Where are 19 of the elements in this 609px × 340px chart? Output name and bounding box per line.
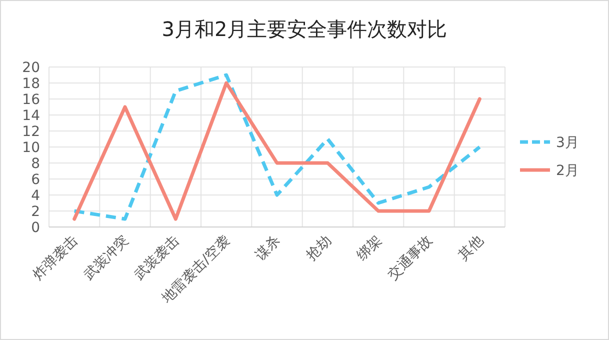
y-tick-label: 18 xyxy=(22,76,40,92)
title: 3月和2月主要安全事件次数对比 xyxy=(162,17,448,41)
x-tick-label: 武装冲突 xyxy=(80,232,132,284)
x-tick-label: 谋杀 xyxy=(252,232,284,264)
legend-label: 2月 xyxy=(556,163,579,179)
x-tick-label: 其他 xyxy=(455,232,486,264)
x-tick-label: 抢劫 xyxy=(303,232,334,264)
y-tick-label: 14 xyxy=(22,108,40,124)
y-tick-label: 20 xyxy=(22,60,40,76)
y-tick-label: 12 xyxy=(22,124,40,140)
y-tick-label: 10 xyxy=(22,140,40,156)
y-tick-label: 2 xyxy=(31,204,40,220)
x-tick-label: 绑架 xyxy=(354,232,386,264)
y-tick-label: 16 xyxy=(22,92,40,108)
y-tick-label: 6 xyxy=(31,172,40,188)
y-tick-label: 4 xyxy=(31,188,40,204)
legend-label: 3月 xyxy=(556,135,579,151)
y-tick-label: 8 xyxy=(31,156,40,172)
x-tick-label: 交通事故 xyxy=(384,232,436,284)
